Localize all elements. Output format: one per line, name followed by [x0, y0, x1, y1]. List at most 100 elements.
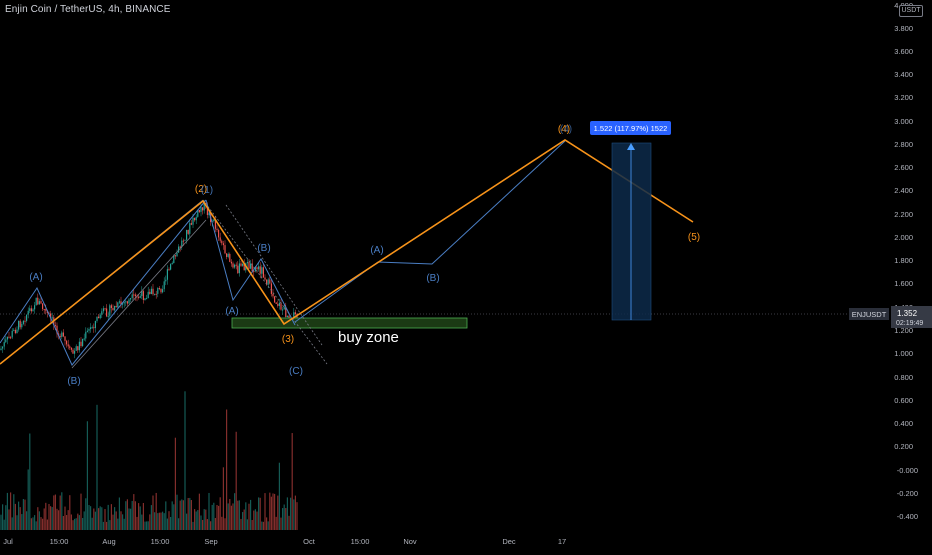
buy-zone-rect[interactable]: [231, 317, 468, 329]
volume-bar: [168, 511, 170, 530]
volume-bar: [176, 494, 178, 530]
volume-bar: [59, 495, 61, 530]
symbol-title[interactable]: Enjin Coin / TetherUS, 4h, BINANCE: [5, 4, 171, 15]
volume-bar: [90, 506, 92, 530]
volume-bar: [138, 503, 140, 530]
candle-body: [267, 279, 269, 285]
volume-bar: [280, 517, 282, 530]
candle-body: [120, 301, 122, 305]
volume-bar: [82, 517, 84, 530]
volume-bar: [88, 504, 90, 530]
price-axis[interactable]: 4.000 3.800 3.600 3.400 3.200 3.000 2.80…: [894, 1, 918, 521]
wave-label: (A): [225, 306, 238, 317]
price-tick-label: -0.400: [897, 512, 918, 521]
candle-body: [102, 308, 104, 312]
volume-bar: [93, 508, 95, 530]
candle-body: [142, 291, 144, 301]
candle-body: [88, 329, 90, 331]
volume-bar: [288, 515, 290, 530]
price-tick-label: 0.400: [894, 419, 913, 428]
correction-path-right[interactable]: [294, 140, 566, 323]
candle-body: [75, 346, 77, 351]
candle-body: [253, 271, 255, 273]
currency-badge[interactable]: USDT: [899, 5, 923, 17]
candle-body: [34, 305, 36, 310]
countdown-tag: 02:19:49: [896, 320, 923, 327]
volume-bar: [126, 499, 128, 530]
volume-bar: [27, 469, 29, 530]
volume-bar: [91, 517, 93, 530]
volume-bar: [131, 500, 133, 530]
candle-body: [269, 279, 271, 284]
candle-body: [275, 302, 277, 304]
price-tick-label: 3.400: [894, 70, 913, 79]
time-tick-label: 15:00: [151, 537, 170, 546]
candle-body: [130, 297, 132, 300]
candle-body: [242, 264, 244, 266]
candle-body: [69, 346, 71, 348]
candle-body: [238, 263, 240, 274]
volume-bar: [29, 433, 31, 530]
candle-body: [141, 291, 143, 297]
wave-label: (B): [257, 243, 270, 254]
impulse-path[interactable]: [0, 139, 694, 365]
volume-bar: [218, 505, 220, 530]
candle-body: [272, 293, 274, 297]
measure-label: 1.522 (117.97%) 1522: [594, 124, 668, 133]
candle-body: [168, 269, 170, 271]
volume-bar: [290, 497, 292, 530]
volume-bar: [99, 506, 101, 530]
volume-bar: [51, 507, 53, 530]
candle-body: [149, 291, 151, 295]
price-tick-label: 2.600: [894, 163, 913, 172]
price-tick-label: -0.200: [897, 489, 918, 498]
time-axis[interactable]: Jul 15:00 Aug 15:00 Sep Oct 15:00 Nov De…: [3, 537, 566, 546]
volume-bar: [293, 499, 295, 530]
candle-body: [94, 320, 96, 329]
candle-body: [101, 311, 103, 315]
candle-body: [222, 243, 224, 246]
candle-body: [40, 301, 42, 304]
volume-bar: [106, 521, 108, 530]
volume-bar: [34, 515, 36, 530]
correction-path-mid[interactable]: [205, 199, 296, 326]
candle-body: [174, 255, 176, 257]
candle-body: [203, 203, 205, 211]
volume-bar: [202, 519, 204, 530]
volume-bar: [11, 517, 13, 530]
measure-rect[interactable]: [611, 142, 652, 321]
volume-bar: [277, 495, 279, 530]
volume-bar: [213, 502, 215, 530]
candle-body: [110, 305, 112, 309]
correction-path-left[interactable]: [0, 199, 207, 366]
volume-bar: [162, 511, 164, 530]
volume-bar: [67, 510, 69, 530]
volume-bar: [171, 501, 173, 530]
volume-bar: [123, 518, 125, 530]
candle-body: [21, 323, 23, 328]
candle-body: [262, 267, 264, 278]
candle-body: [214, 219, 216, 229]
volume-bar: [46, 519, 48, 530]
volume-bar: [179, 500, 181, 530]
candle-body: [195, 216, 197, 221]
candle-body: [114, 305, 116, 311]
volume-bar: [21, 514, 23, 530]
volume-bar: [136, 516, 138, 530]
volume-bar: [48, 503, 50, 530]
candle-body: [216, 228, 218, 231]
candle-body: [123, 302, 125, 304]
volume-bar: [22, 499, 24, 530]
volume-bar: [54, 494, 56, 530]
time-tick-label: Oct: [303, 537, 316, 546]
volume-bar: [194, 509, 196, 530]
volume-bar: [139, 506, 141, 530]
candle-body: [146, 298, 148, 300]
wave-label: (1): [201, 185, 213, 196]
volume-bar: [275, 516, 277, 530]
candle-body: [226, 253, 228, 257]
volume-bar: [210, 521, 212, 530]
candle-body: [77, 346, 79, 351]
